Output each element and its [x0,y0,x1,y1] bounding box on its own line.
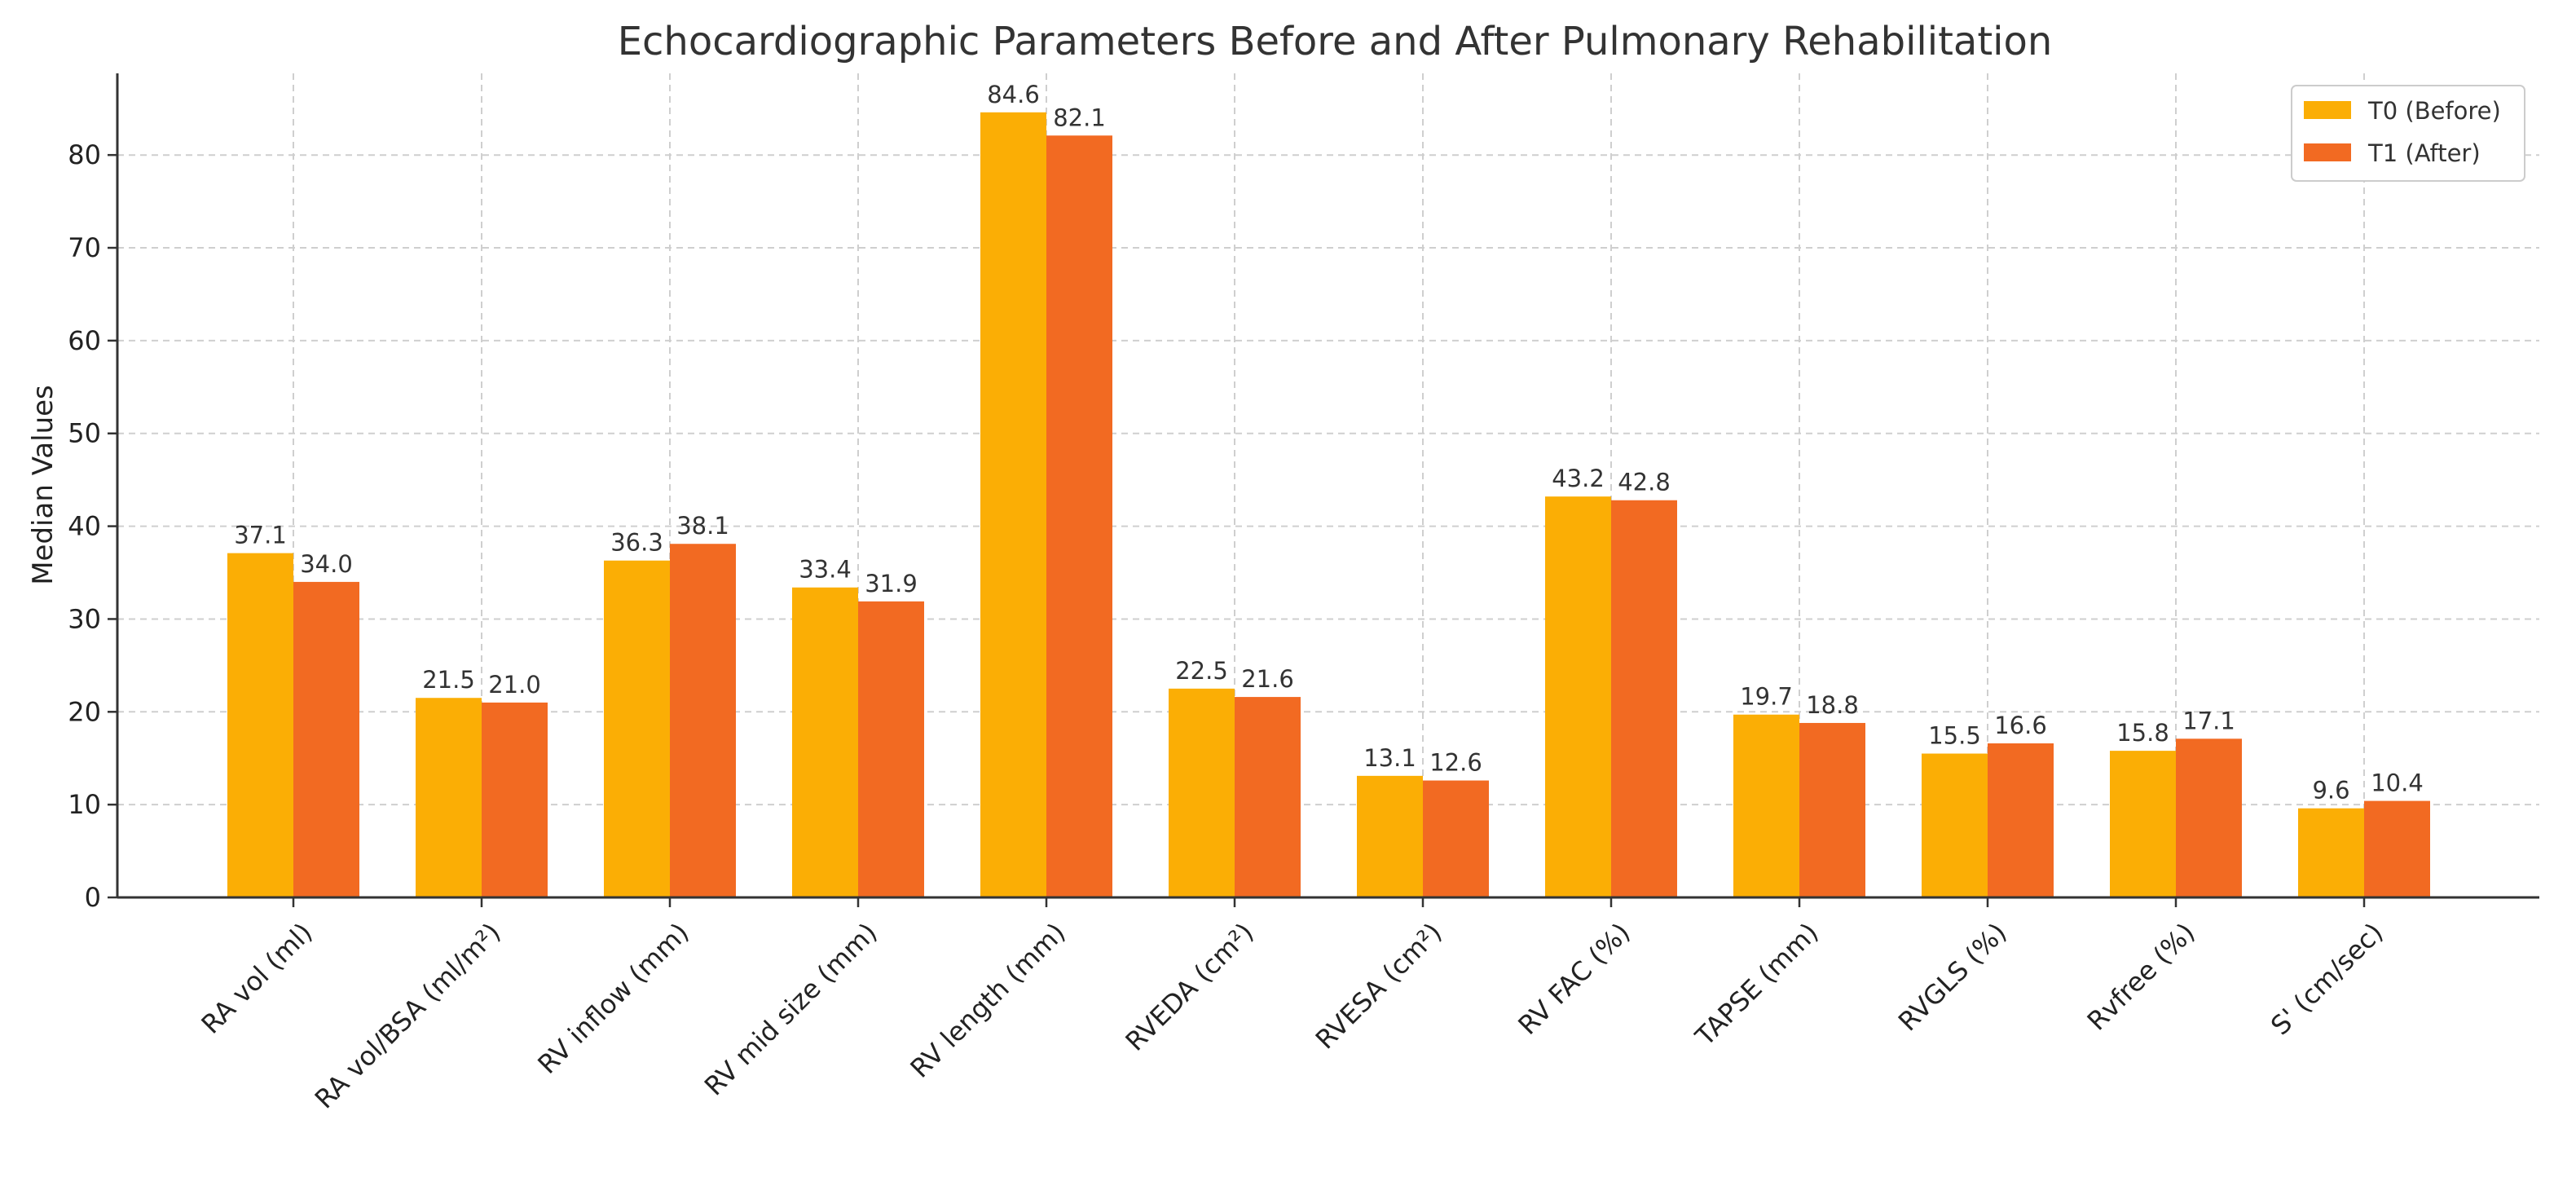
bar-t1-7 [1611,500,1677,897]
data-labels: 37.1 21.5 36.3 33.4 84.6 22.5 13.1 43.2 19.7 15.5… [234,81,2424,805]
data-label-t1-7: 42.8 [1618,469,1671,496]
data-label-t0-2: 36.3 [610,529,663,557]
y-tick-label: 50 [68,418,101,449]
legend-swatch-t0 [2304,101,2351,119]
y-tick-label: 30 [68,603,101,634]
chart-title: Echocardiographic Parameters Before and … [618,19,2053,64]
bar-t1-11 [2364,800,2430,897]
bar-t1-5 [1235,697,1301,897]
data-label-t0-10: 15.8 [2116,719,2169,747]
y-ticks: 0 10 20 30 40 50 60 70 80 [68,139,117,913]
bar-t1-2 [670,544,736,897]
data-label-t1-4: 82.1 [1053,104,1106,131]
bar-t0-10 [2110,751,2176,897]
y-axis-title: Median Values [27,385,59,585]
y-tick-label: 20 [68,696,101,727]
y-tick-label: 40 [68,511,101,542]
bar-t0-4 [980,112,1046,897]
bar-t0-2 [604,560,670,897]
bar-t1-9 [1988,743,2054,897]
data-label-t1-9: 16.6 [1994,712,2047,739]
axes [116,73,2539,899]
data-label-t0-9: 15.5 [1928,722,1981,750]
data-label-t0-0: 37.1 [234,522,287,549]
y-tick-label: 80 [68,139,101,170]
data-label-t0-8: 19.7 [1740,683,1793,711]
bar-t1-6 [1423,780,1489,897]
legend-label-t1: T1 (After) [2367,139,2481,167]
bar-t0-7 [1545,496,1611,897]
data-label-t0-3: 33.4 [799,556,852,584]
data-label-t1-8: 18.8 [1806,691,1859,719]
y-tick-label: 70 [68,232,101,263]
bar-t0-0 [227,553,293,897]
data-label-t0-7: 43.2 [1552,465,1605,492]
bar-t0-8 [1733,714,1799,897]
data-label-t1-2: 38.1 [676,512,729,540]
data-label-t1-1: 21.0 [488,671,541,699]
bar-t0-9 [1922,753,1988,897]
y-tick-label: 60 [68,325,101,356]
data-label-t0-11: 9.6 [2312,777,2349,805]
bar-t0-1 [416,698,482,897]
legend-label-t0: T0 (Before) [2367,97,2501,125]
data-label-t0-5: 22.5 [1175,657,1228,685]
bar-t1-1 [482,702,548,897]
bar-t0-11 [2298,808,2364,897]
bar-t1-10 [2176,738,2242,897]
bar-t0-6 [1357,775,1423,897]
legend: T0 (Before) T1 (After) [2291,85,2525,182]
bar-t1-8 [1799,722,1865,897]
data-label-t1-3: 31.9 [865,570,918,597]
bar-t0-5 [1169,688,1235,897]
y-tick-label: 10 [68,789,101,820]
y-tick-label: 0 [85,882,101,913]
legend-swatch-t1 [2304,143,2351,161]
data-label-t0-4: 84.6 [987,81,1040,108]
bar-t1-4 [1046,135,1112,898]
bars [227,112,2430,898]
bar-t0-3 [792,587,858,897]
data-label-t1-6: 12.6 [1429,749,1482,777]
data-label-t1-5: 21.6 [1241,665,1294,693]
data-label-t1-10: 17.1 [2182,707,2235,734]
data-label-t0-6: 13.1 [1363,744,1416,772]
data-label-t0-1: 21.5 [422,666,475,694]
data-label-t1-11: 10.4 [2371,769,2424,797]
bar-t1-3 [858,601,924,897]
data-label-t1-0: 34.0 [300,550,353,578]
bar-t1-0 [293,581,359,897]
